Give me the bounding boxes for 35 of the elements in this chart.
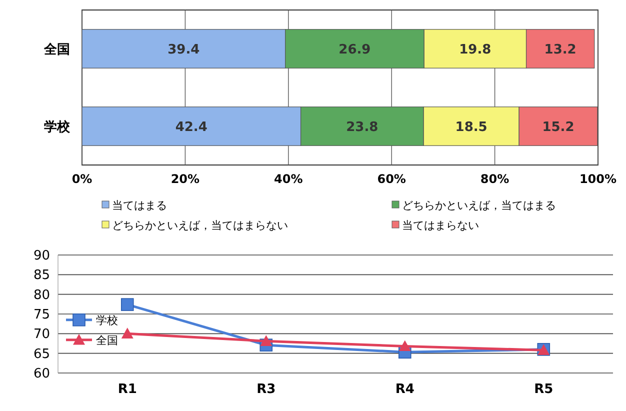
point [260,335,272,346]
x-tick-label: 80% [480,172,510,186]
point [120,298,134,311]
x-tick-label: R4 [395,382,414,397]
legend-label: 当てはまらない [402,218,479,232]
x-tick-label: 40% [274,172,303,186]
data-label: 23.8 [346,120,378,135]
x-tick-label: R1 [118,382,137,397]
data-label: 26.9 [338,42,371,58]
y-tick-label: 85 [33,268,50,284]
x-tick-label: R3 [256,382,276,397]
point [121,328,134,338]
x-tick-label: 20% [170,172,200,186]
y-tick-label: 65 [33,346,50,362]
legend-label: 当てはまる [112,198,167,212]
legend-label: 全国 [96,334,118,347]
data-label: 19.8 [459,42,492,58]
legend-label: どちらかといえば，当てはまらない [112,218,288,232]
legend-label: 学校 [96,314,118,327]
y-tick-label: 70 [33,327,50,342]
data-label: 42.4 [175,120,208,135]
x-tick-label: R5 [534,382,554,397]
x-tick-label: 60% [377,172,406,186]
data-label: 18.5 [455,120,488,135]
legend-label: どちらかといえば，当てはまる [402,198,556,212]
y-tick-label: 75 [33,308,50,323]
y-tick-label: 60 [33,366,50,382]
data-label: 13.2 [544,42,576,58]
y-tick-label: 90 [33,248,50,264]
point [398,340,411,352]
x-tick-label: 100% [579,172,617,186]
data-label: 39.4 [168,42,200,58]
y-tick-label: 80 [33,288,50,303]
data-label: 15.2 [542,120,574,135]
x-tick-label: 0% [72,172,92,186]
